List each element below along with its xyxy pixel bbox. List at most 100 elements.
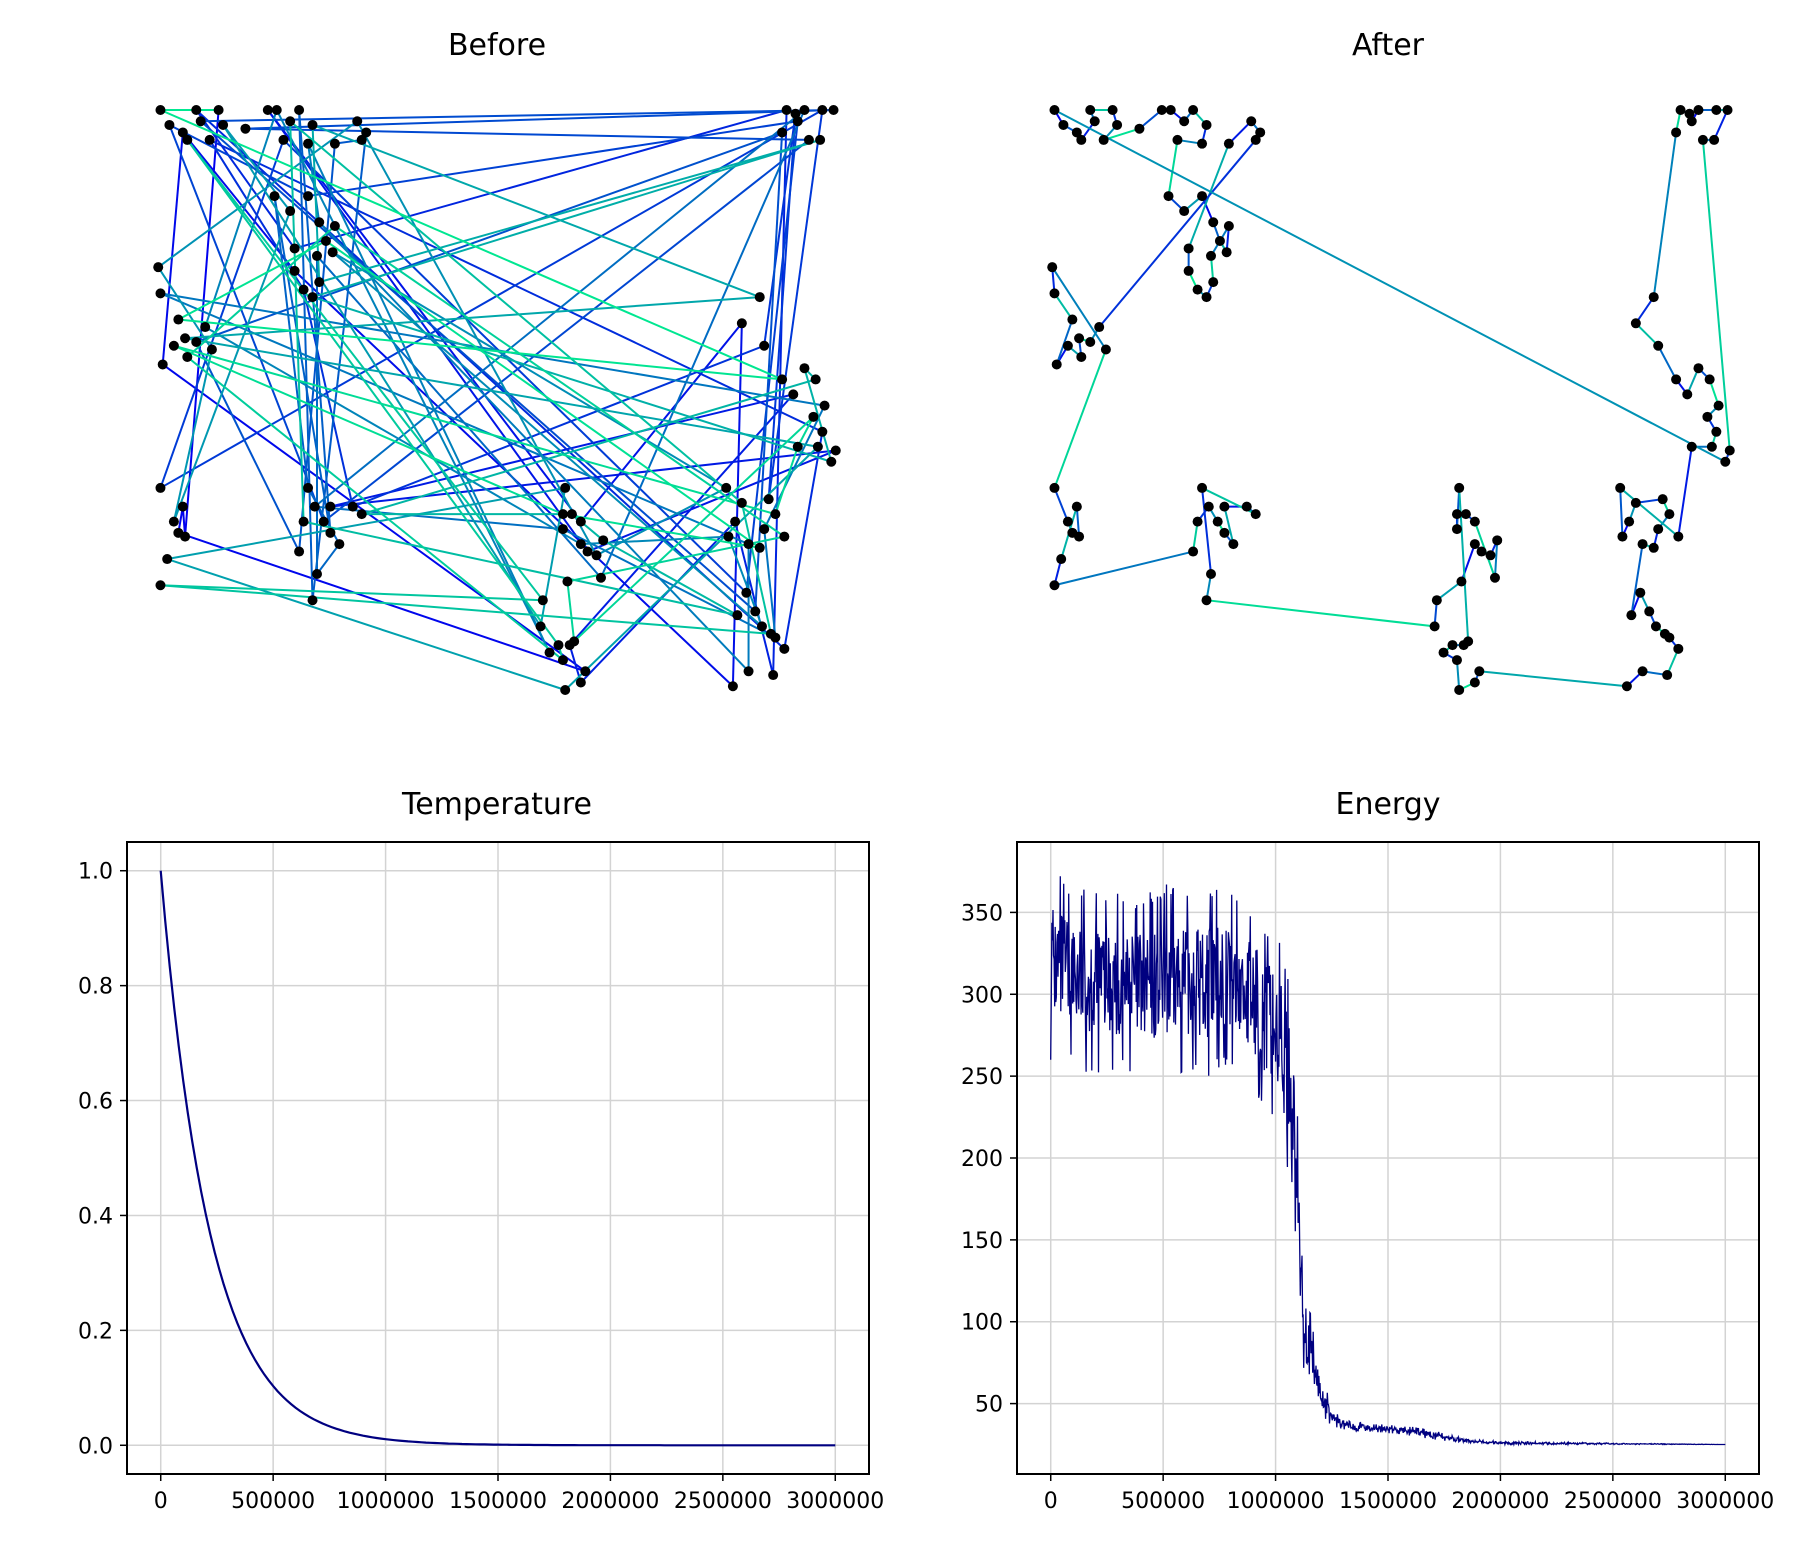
after-city-point: [1438, 647, 1449, 658]
after-city-point: [1713, 400, 1724, 411]
temperature-ytick-label: 0.6: [78, 1090, 113, 1115]
before-city-point: [334, 539, 345, 550]
before-edge: [580, 322, 743, 523]
before-edge: [275, 109, 551, 654]
after-city-point: [1188, 105, 1199, 115]
after-city-point: [1673, 643, 1684, 654]
after-city-point: [1107, 105, 1118, 115]
before-city-point: [575, 516, 586, 527]
before-edge: [740, 502, 772, 635]
before-edge: [312, 124, 761, 299]
before-city-point: [314, 277, 325, 288]
before-city-point: [557, 524, 568, 535]
after-city-point: [1460, 509, 1471, 520]
before-city-point: [754, 542, 765, 553]
energy-ytick-label: 250: [961, 1065, 1003, 1090]
before-city-point: [553, 640, 564, 651]
after-city-point: [1049, 105, 1060, 115]
after-city-point: [1469, 516, 1480, 527]
before-city-point: [307, 119, 318, 130]
before-city-point: [191, 337, 202, 347]
before-city-point: [817, 105, 828, 115]
before-city-point: [168, 516, 179, 527]
after-city-point: [1219, 501, 1230, 512]
before-edge: [573, 416, 815, 643]
before-edge: [204, 109, 278, 328]
before-city-point: [182, 134, 193, 145]
before-city-point: [269, 191, 280, 202]
after-city-point: [1049, 482, 1060, 493]
before-edge: [186, 139, 544, 601]
before-city-point: [173, 314, 184, 325]
after-edge: [1201, 487, 1212, 575]
before-city-point: [361, 127, 372, 138]
after-city-point: [1702, 411, 1713, 422]
energy-ytick-label: 50: [975, 1393, 1003, 1418]
before-city-point: [557, 509, 568, 520]
after-city-point: [1664, 632, 1675, 643]
after-city-point: [1246, 116, 1257, 127]
energy-xtick-label: 1000000: [1227, 1489, 1325, 1514]
before-edge: [172, 210, 292, 522]
before-edge: [352, 344, 765, 508]
before-edge: [602, 539, 738, 617]
before-city-point: [347, 501, 358, 512]
after-edge: [1053, 349, 1107, 489]
before-city-point: [743, 539, 754, 550]
after-city-point: [1429, 621, 1440, 632]
before-city-point: [569, 636, 580, 647]
before-edge: [166, 558, 566, 691]
temperature-xtick-label: 1500000: [449, 1489, 547, 1514]
before-edge: [157, 266, 213, 351]
after-edge: [1053, 292, 1074, 321]
before-city-point: [262, 105, 273, 115]
after-city-point: [1664, 509, 1675, 520]
temperature-xtick-label: 500000: [231, 1489, 315, 1514]
after-cities: [1047, 105, 1735, 695]
before-city-point: [155, 580, 166, 591]
before-city-point: [777, 374, 788, 385]
after-city-point: [1492, 535, 1503, 546]
before-city-point: [763, 494, 774, 505]
after-city-point: [1223, 221, 1234, 231]
before-city-point: [591, 550, 602, 561]
after-city-point: [1201, 595, 1212, 606]
before-city-point: [777, 127, 788, 138]
before-city-point: [723, 531, 734, 542]
after-city-point: [1720, 456, 1731, 467]
after-city-point: [1250, 509, 1261, 520]
before-city-point: [240, 123, 251, 134]
before-edge: [772, 109, 788, 676]
before-city-point: [770, 509, 781, 520]
after-city-point: [1074, 333, 1085, 344]
after-city-point: [1626, 610, 1637, 621]
before-edge: [294, 109, 787, 250]
before-edge: [186, 139, 560, 646]
before-city-point: [779, 531, 790, 542]
after-city-point: [1165, 105, 1176, 115]
after-title: After: [1352, 28, 1425, 63]
before-edge: [330, 449, 836, 508]
before-city-point: [157, 359, 168, 370]
temperature-title: Temperature: [401, 787, 592, 822]
after-city-point: [1671, 374, 1682, 385]
after-city-point: [1621, 681, 1632, 692]
before-city-point: [195, 116, 206, 127]
before-city-point: [325, 501, 336, 512]
after-city-point: [1085, 337, 1096, 347]
after-edge: [1054, 109, 1726, 463]
before-city-point: [271, 105, 282, 115]
after-edge: [1635, 322, 1659, 347]
before-edge: [173, 344, 776, 516]
before-edge: [195, 109, 786, 650]
after-city-point: [1071, 127, 1082, 138]
before-city-point: [289, 265, 300, 276]
before-edge: [334, 225, 785, 538]
before-city-point: [817, 426, 828, 437]
before-edge: [289, 120, 743, 504]
before-city-point: [754, 292, 765, 303]
before-city-point: [562, 576, 573, 587]
after-edge: [1630, 543, 1644, 616]
before-edge: [303, 520, 738, 617]
